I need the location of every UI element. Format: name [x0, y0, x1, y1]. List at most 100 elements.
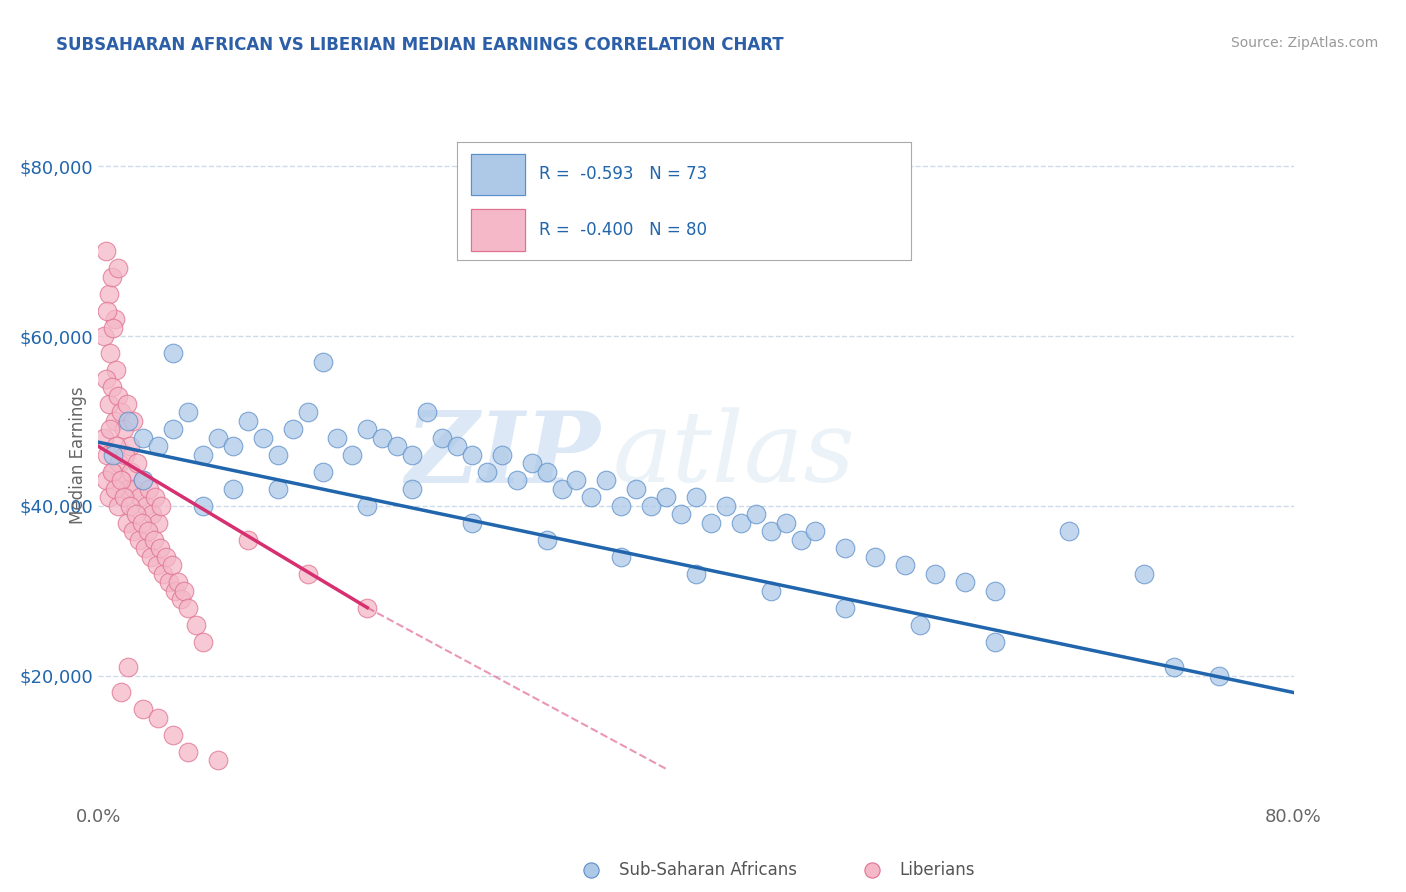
Point: [236, 414, 259, 428]
Point: [139, 549, 162, 564]
Point: [112, 422, 135, 436]
Point: [127, 457, 149, 471]
Point: [115, 516, 138, 530]
Point: [120, 465, 142, 479]
Point: [132, 702, 155, 716]
Point: [173, 583, 195, 598]
Point: [177, 405, 200, 419]
Text: ZIP: ZIP: [405, 407, 600, 503]
Point: [94, 244, 117, 259]
Point: [132, 431, 155, 445]
Text: Liberians: Liberians: [900, 861, 976, 879]
Text: Sub-Saharan Africans: Sub-Saharan Africans: [619, 861, 797, 879]
Point: [626, 482, 648, 496]
Point: [700, 516, 723, 530]
Point: [475, 465, 498, 479]
Point: [191, 499, 214, 513]
Point: [184, 617, 207, 632]
Point: [416, 405, 439, 419]
Point: [267, 482, 290, 496]
Point: [100, 422, 122, 436]
Point: [401, 448, 423, 462]
Point: [121, 524, 143, 539]
Point: [162, 346, 184, 360]
Point: [163, 583, 186, 598]
Point: [311, 465, 333, 479]
Point: [610, 499, 633, 513]
Point: [160, 558, 183, 573]
Point: [401, 482, 423, 496]
Point: [908, 617, 931, 632]
Point: [107, 499, 129, 513]
Point: [101, 380, 124, 394]
Text: atlas: atlas: [613, 408, 855, 502]
Point: [157, 575, 180, 590]
Point: [149, 541, 172, 556]
Point: [118, 439, 141, 453]
Point: [714, 499, 737, 513]
Point: [385, 439, 409, 453]
Point: [461, 516, 484, 530]
Point: [97, 491, 120, 505]
Point: [117, 660, 139, 674]
Point: [1059, 524, 1081, 539]
Point: [141, 508, 163, 522]
Point: [103, 448, 125, 462]
Point: [207, 431, 229, 445]
Point: [236, 533, 259, 547]
Point: [125, 508, 148, 522]
Point: [520, 457, 543, 471]
Point: [1208, 668, 1230, 682]
Point: [97, 838, 120, 853]
Point: [103, 320, 125, 334]
Point: [104, 414, 127, 428]
Point: [222, 439, 245, 453]
Point: [326, 431, 349, 445]
Point: [222, 482, 245, 496]
Point: [134, 541, 156, 556]
Point: [148, 439, 170, 453]
Point: [297, 566, 319, 581]
Point: [145, 558, 167, 573]
Point: [108, 457, 131, 471]
Point: [94, 371, 117, 385]
Point: [536, 533, 558, 547]
Point: [550, 482, 572, 496]
Point: [101, 269, 124, 284]
Point: [655, 491, 678, 505]
Point: [162, 728, 184, 742]
Point: [177, 745, 200, 759]
Point: [152, 566, 174, 581]
Point: [506, 474, 529, 488]
Text: SUBSAHARAN AFRICAN VS LIBERIAN MEDIAN EARNINGS CORRELATION CHART: SUBSAHARAN AFRICAN VS LIBERIAN MEDIAN EA…: [56, 36, 785, 54]
Point: [730, 516, 752, 530]
Point: [97, 397, 120, 411]
Point: [97, 286, 120, 301]
Point: [430, 431, 453, 445]
Point: [745, 508, 768, 522]
Point: [356, 600, 378, 615]
Point: [124, 482, 146, 496]
Point: [138, 482, 160, 496]
Point: [789, 533, 811, 547]
Point: [93, 329, 115, 343]
Text: Source: ZipAtlas.com: Source: ZipAtlas.com: [1230, 36, 1378, 50]
Point: [685, 566, 707, 581]
Point: [863, 549, 887, 564]
Point: [1163, 660, 1185, 674]
Point: [759, 583, 782, 598]
Point: [356, 499, 378, 513]
Point: [148, 711, 170, 725]
Point: [207, 753, 229, 767]
Point: [117, 482, 139, 496]
Point: [804, 524, 827, 539]
Point: [924, 566, 946, 581]
Point: [610, 549, 633, 564]
Point: [371, 431, 394, 445]
Point: [100, 346, 122, 360]
Point: [252, 431, 274, 445]
Point: [169, 592, 191, 607]
Point: [107, 388, 129, 402]
Point: [104, 312, 127, 326]
Point: [446, 439, 468, 453]
